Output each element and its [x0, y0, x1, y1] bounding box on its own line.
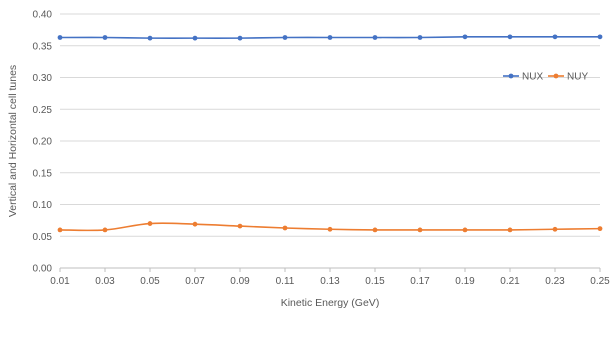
data-point-nuy — [192, 221, 198, 227]
data-point-nuy — [327, 226, 333, 232]
y-tick-label: 0.25 — [33, 105, 53, 116]
x-axis-title: Kinetic Energy (GeV) — [281, 297, 380, 309]
x-tick-label: 0.03 — [95, 276, 115, 287]
y-tick-label: 0.15 — [33, 168, 53, 179]
x-tick-label: 0.23 — [545, 276, 565, 287]
data-point-nux — [372, 35, 378, 40]
x-tick-label: 0.13 — [320, 276, 340, 287]
data-point-nuy — [147, 221, 153, 226]
y-tick-label: 0.40 — [33, 10, 53, 21]
data-point-nux — [282, 35, 288, 40]
y-tick-label: 0.30 — [33, 73, 53, 84]
legend-label-nuy: NUY — [567, 72, 588, 83]
y-axis-title: Vertical and Horizontal cell tunes — [7, 65, 19, 217]
data-point-nux — [552, 34, 558, 40]
data-point-nuy — [102, 227, 108, 233]
data-point-nux — [597, 34, 603, 40]
x-tick-label: 0.07 — [185, 276, 205, 287]
data-point-nuy — [462, 227, 468, 233]
data-point-nuy — [597, 226, 603, 232]
grid — [60, 13, 600, 237]
data-point-nuy — [552, 226, 558, 232]
data-point-nuy — [282, 225, 288, 231]
y-tick-label: 0.05 — [33, 232, 53, 243]
legend-marker-nux — [508, 73, 514, 79]
legend-marker-nuy — [553, 73, 559, 79]
x-tick-label: 0.11 — [276, 276, 295, 287]
x-tick-label: 0.17 — [410, 276, 430, 287]
data-point-nux — [507, 34, 513, 40]
y-tick-label: 0.10 — [33, 200, 53, 211]
y-tick-label: 0.20 — [33, 137, 53, 148]
data-point-nux — [462, 34, 468, 40]
y-tick-label: 0.00 — [33, 264, 53, 275]
data-point-nuy — [57, 227, 63, 233]
legend-label-nux: NUX — [522, 72, 543, 83]
data-point-nux — [192, 35, 198, 41]
x-tick-label: 0.01 — [50, 276, 70, 287]
data-point-nuy — [237, 223, 243, 229]
axes: 0.00 0.05 0.10 0.15 0.20 0.25 0.30 0.35 0.40 0.01… — [33, 10, 611, 288]
data-point-nuy — [372, 227, 378, 233]
data-point-nuy — [417, 227, 423, 233]
series-group — [57, 34, 603, 233]
data-point-nux — [327, 35, 333, 40]
x-tick-label: 0.15 — [365, 276, 385, 287]
x-tick-label: 0.09 — [230, 276, 250, 287]
x-tick-label: 0.05 — [140, 276, 160, 287]
data-point-nux — [417, 35, 423, 40]
data-point-nuy — [507, 227, 513, 233]
data-point-nux — [102, 35, 108, 40]
x-tick-label: 0.25 — [590, 276, 610, 287]
data-point-nux — [237, 35, 243, 41]
data-point-nux — [57, 35, 63, 40]
legend: NUX NUY — [503, 72, 588, 83]
x-tick-label: 0.21 — [500, 276, 520, 287]
x-tick-label: 0.19 — [455, 276, 475, 287]
y-tick-label: 0.35 — [33, 41, 53, 52]
data-point-nux — [147, 35, 153, 41]
